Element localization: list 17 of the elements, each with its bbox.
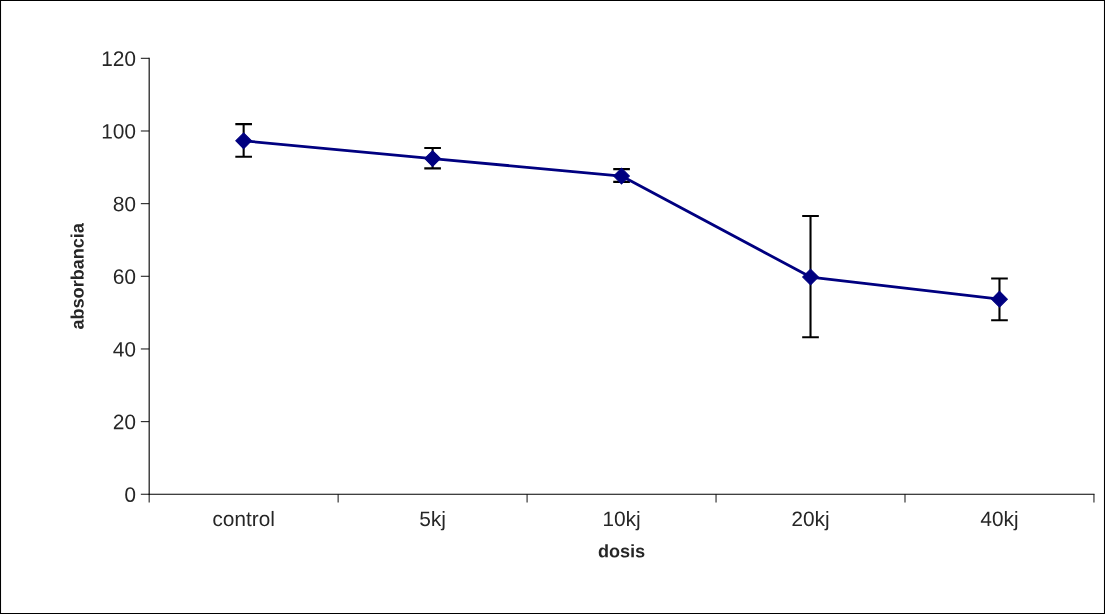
x-axis-title: dosis	[598, 544, 645, 558]
x-tick-label: 10kj	[604, 510, 640, 531]
y-tick-label: 80	[113, 196, 136, 212]
point	[235, 132, 253, 150]
y-tick-label: 40	[113, 341, 136, 357]
y-tick-label: 100	[102, 123, 136, 139]
y-tick-label: 0	[125, 487, 136, 503]
point	[802, 268, 819, 286]
x-tick-label: 5kj	[420, 510, 445, 531]
y-tick-label: 120	[102, 51, 136, 67]
x-tick-label: control	[213, 510, 274, 527]
point	[991, 290, 1008, 308]
y-axis-title: absorbancia	[70, 223, 84, 329]
y-tick-label: 20	[113, 414, 136, 430]
x-tick-label: 20kj	[792, 510, 829, 531]
y-tick-label: 60	[113, 269, 136, 285]
x-tick-label: 40kj	[980, 510, 1018, 531]
